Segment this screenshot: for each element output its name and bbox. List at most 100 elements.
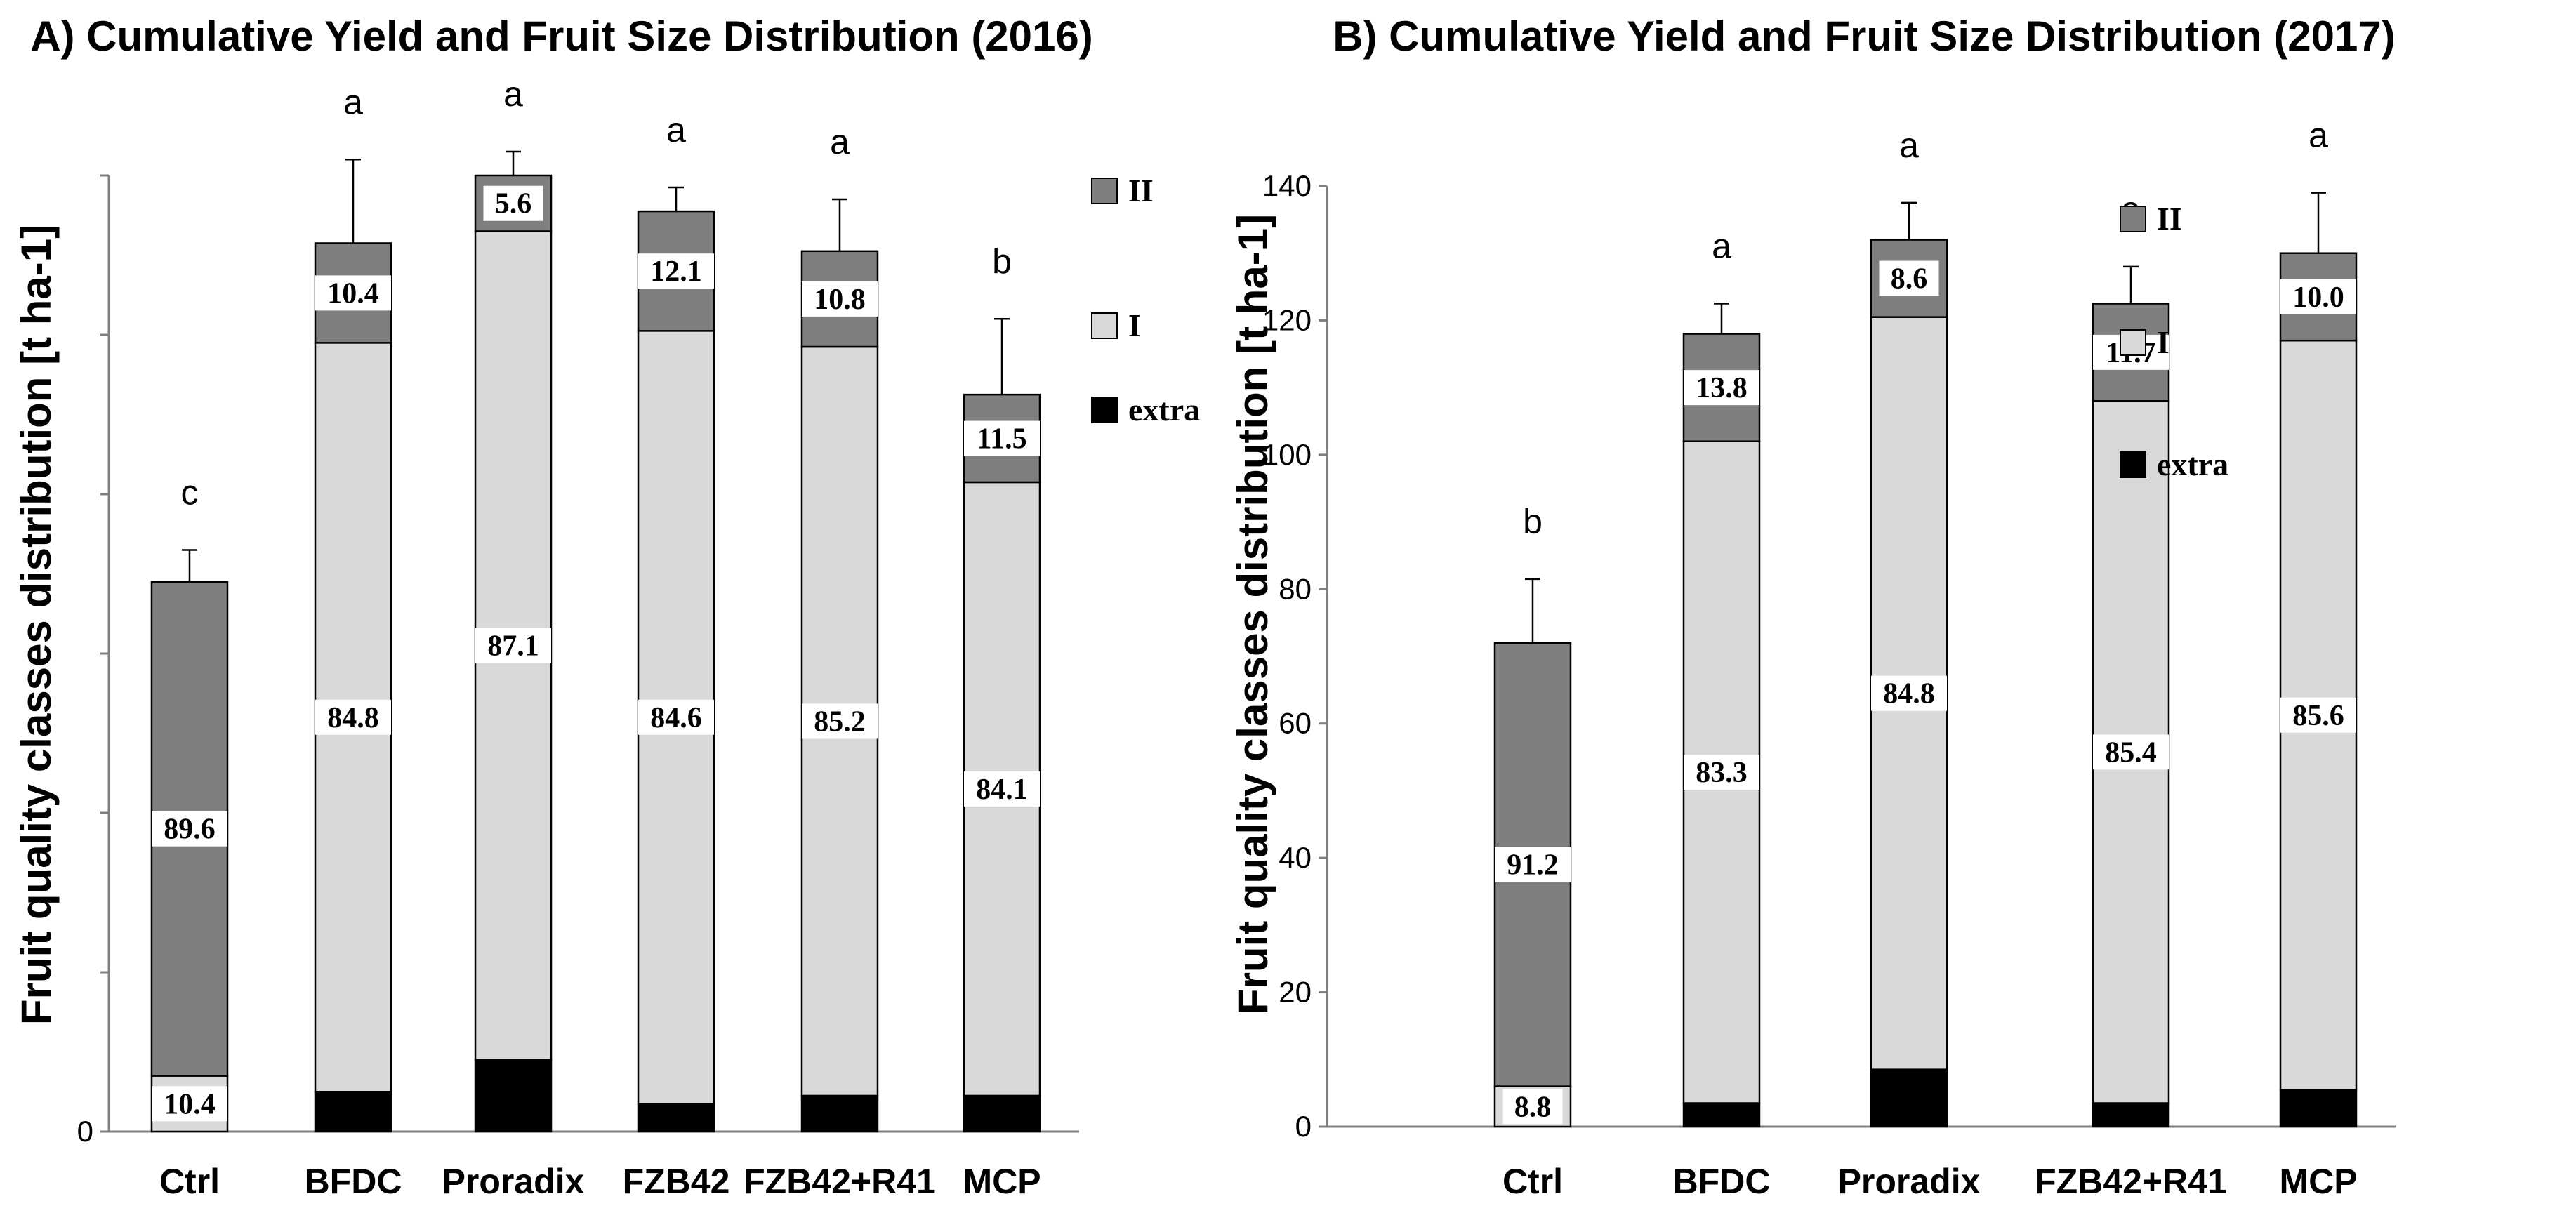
chart-b-data-label-bg-proradix-ii	[1879, 260, 1939, 296]
chart-a-data-label-mcp-ii: 11.5	[977, 423, 1026, 456]
chart-a-data-label-bg-mcp-ii	[964, 420, 1040, 456]
chart-a-data-label-proradix-ii: 5.6	[495, 188, 532, 220]
chart-b-significance-ctrl: b	[1523, 502, 1543, 541]
chart-b-significance-proradix: a	[1899, 126, 1919, 165]
chart-a-data-label-bg-fzb42-r41-ii	[802, 281, 878, 317]
chart-a-data-label-fzb42-r41-ii: 10.8	[814, 284, 866, 316]
chart-b-data-label-bg-mcp-ii	[2280, 279, 2356, 314]
chart-b-legend-label-extra: extra	[2157, 446, 2228, 482]
chart-a-data-label-bg-proradix-ii	[483, 185, 543, 221]
chart-a-data-label-proradix-i: 87.1	[487, 630, 539, 663]
chart-b-legend-swatch-ii	[2120, 206, 2146, 232]
chart-a-data-label-fzb42-i: 84.6	[650, 702, 702, 734]
chart-a-bar-proradix-extra	[474, 1059, 553, 1133]
chart-b-significance-bfdc: a	[1712, 227, 1731, 266]
chart-a-title: A) Cumulative Yield and Fruit Size Distr…	[30, 13, 1093, 60]
chart-a-significance-fzb42: a	[666, 110, 686, 150]
chart-a-data-label-bg-proradix-i	[475, 628, 551, 663]
chart-a-data-label-bg-mcp-i	[964, 771, 1040, 807]
chart-b-bar-mcp-extra	[2279, 1089, 2358, 1128]
chart-b-legend-label-i: I	[2157, 324, 2169, 360]
chart-b-y-tick-label: 0	[1295, 1110, 1312, 1143]
chart-b-category-label-proradix: Proradix	[1838, 1162, 1981, 1201]
chart-b-bar-fzb42-r41-extra	[2092, 1102, 2170, 1128]
chart-b-significance-mcp: a	[2309, 116, 2328, 155]
chart-a-bar-fzb42-r41-extra	[800, 1094, 879, 1133]
chart-a-category-label-mcp: MCP	[963, 1162, 1041, 1201]
chart-a-category-label-fzb42: FZB42	[623, 1162, 730, 1201]
chart-b-bar-proradix-extra	[1870, 1068, 1948, 1128]
chart-a-significance-fzb42-r41: a	[830, 122, 850, 161]
chart-a-legend-label-extra: extra	[1128, 392, 1200, 427]
chart-a-significance-proradix: a	[503, 74, 523, 114]
chart-b-y-tick-label: 20	[1279, 976, 1312, 1009]
chart-a-bar-mcp-extra	[963, 1094, 1041, 1133]
chart-b-data-label-bg-mcp-i	[2280, 697, 2356, 733]
chart-b-data-label-bg-fzb42-r41-i	[2093, 734, 2169, 770]
chart-a-data-label-bg-bfdc-i	[315, 699, 391, 735]
chart-a-significance-ctrl: c	[181, 472, 199, 512]
chart-a-legend-swatch-extra	[1091, 397, 1118, 423]
chart-a-y-axis-label-text: Fruit quality classes distribution	[13, 377, 60, 1026]
chart-a-data-label-fzb42-r41-i: 85.2	[814, 705, 866, 738]
chart-b-legend-swatch-extra	[2120, 451, 2146, 478]
chart-a-data-label-bg-bfdc-ii	[315, 275, 391, 311]
chart-b-y-axis-unit: [t ha-1]	[1229, 214, 1276, 354]
chart-b-title: B) Cumulative Yield and Fruit Size Distr…	[1333, 13, 2396, 60]
chart-a-data-label-bfdc-i: 84.8	[327, 702, 379, 734]
chart-a-data-label-bg-ctrl-ii	[152, 811, 227, 847]
chart-b-data-label-proradix-i: 84.8	[1883, 678, 1935, 710]
chart-a-data-label-mcp-i: 84.1	[976, 774, 1028, 806]
chart-b-data-label-fzb42-r41-i: 85.4	[2105, 736, 2157, 769]
chart-b-data-label-bg-ctrl-i	[1502, 1089, 1563, 1125]
chart-a-data-label-ctrl-i: 10.4	[164, 1088, 216, 1120]
chart-b-bar-bfdc-extra	[1682, 1102, 1761, 1128]
chart-a-category-label-fzb42-r41: FZB42+R41	[744, 1162, 936, 1201]
chart-a-bar-bfdc-extra	[314, 1091, 392, 1133]
chart-b-data-label-mcp-i: 85.6	[2292, 700, 2344, 732]
chart-b-y-tick-label: 100	[1262, 438, 1312, 471]
chart-b-y-axis-label: Fruit quality classes distribution [t ha…	[1229, 214, 1276, 1014]
chart-b-data-label-proradix-ii: 8.6	[1891, 263, 1928, 296]
chart-a-legend-label-ii: II	[1128, 173, 1154, 208]
chart-b-category-label-fzb42-r41: FZB42+R41	[2035, 1162, 2227, 1201]
chart-b-data-label-bg-ctrl-ii	[1495, 847, 1571, 882]
chart-b-legend-label-ii: II	[2157, 201, 2182, 237]
chart-b-category-label-ctrl: Ctrl	[1502, 1162, 1563, 1201]
chart-a-y-tick-label: 0	[77, 1115, 93, 1148]
chart-b-data-label-bfdc-ii: 13.8	[1696, 372, 1748, 404]
chart-a-legend-swatch-ii	[1091, 178, 1118, 204]
chart-a-category-label-proradix: Proradix	[442, 1162, 585, 1201]
chart-a-data-label-ctrl-ii: 89.6	[164, 814, 216, 846]
chart-b-y-tick-label: 60	[1279, 707, 1312, 740]
chart-a-data-label-bg-fzb42-i	[638, 699, 714, 735]
chart-b-y-tick-label: 140	[1262, 169, 1312, 202]
chart-b-category-label-bfdc: BFDC	[1673, 1162, 1771, 1201]
chart-b-y-axis-label-text: Fruit quality classes distribution	[1229, 366, 1276, 1015]
chart-a-y-axis-unit: [t ha-1]	[13, 225, 60, 365]
chart-a-data-label-fzb42-ii: 12.1	[650, 256, 702, 288]
chart-a-legend-label-i: I	[1128, 307, 1141, 343]
chart-b-data-label-bfdc-i: 83.3	[1696, 757, 1748, 789]
chart-b-data-label-bg-bfdc-ii	[1684, 370, 1759, 406]
chart-a-category-label-bfdc: BFDC	[305, 1162, 402, 1201]
chart-b-data-label-bg-bfdc-i	[1684, 755, 1759, 790]
chart-a-legend-swatch-i	[1091, 312, 1118, 339]
chart-b-plot: 0 20 40 60 80 100 120 140 b Ctrl 8.8 91.2 a BFDC 83.3 1…	[1262, 116, 2396, 1201]
chart-b-y-tick-label: 80	[1279, 572, 1312, 605]
chart-a-significance-bfdc: a	[343, 82, 363, 121]
chart-b-data-label-ctrl-ii: 91.2	[1507, 849, 1559, 882]
chart-b-y-tick-label: 120	[1262, 303, 1312, 336]
chart-a-data-label-bg-fzb42-ii	[638, 253, 714, 289]
chart-a-plot: 0 c Ctrl 10.4 89.6 a BFDC 84.8 10.4 a Proradix 87.1…	[77, 74, 1201, 1201]
chart-a-data-label-bg-ctrl-i	[152, 1086, 227, 1122]
chart-a-data-label-bfdc-ii: 10.4	[327, 277, 379, 310]
chart-a-category-label-ctrl: Ctrl	[159, 1162, 220, 1201]
chart-a-significance-mcp: b	[992, 241, 1012, 281]
chart-a-bar-fzb42-extra	[637, 1103, 715, 1133]
chart-b-category-label-mcp: MCP	[2279, 1162, 2357, 1201]
chart-b-legend-swatch-i	[2120, 329, 2146, 356]
chart-b-data-label-bg-proradix-i	[1871, 675, 1947, 711]
chart-b-y-tick-label: 40	[1279, 841, 1312, 874]
